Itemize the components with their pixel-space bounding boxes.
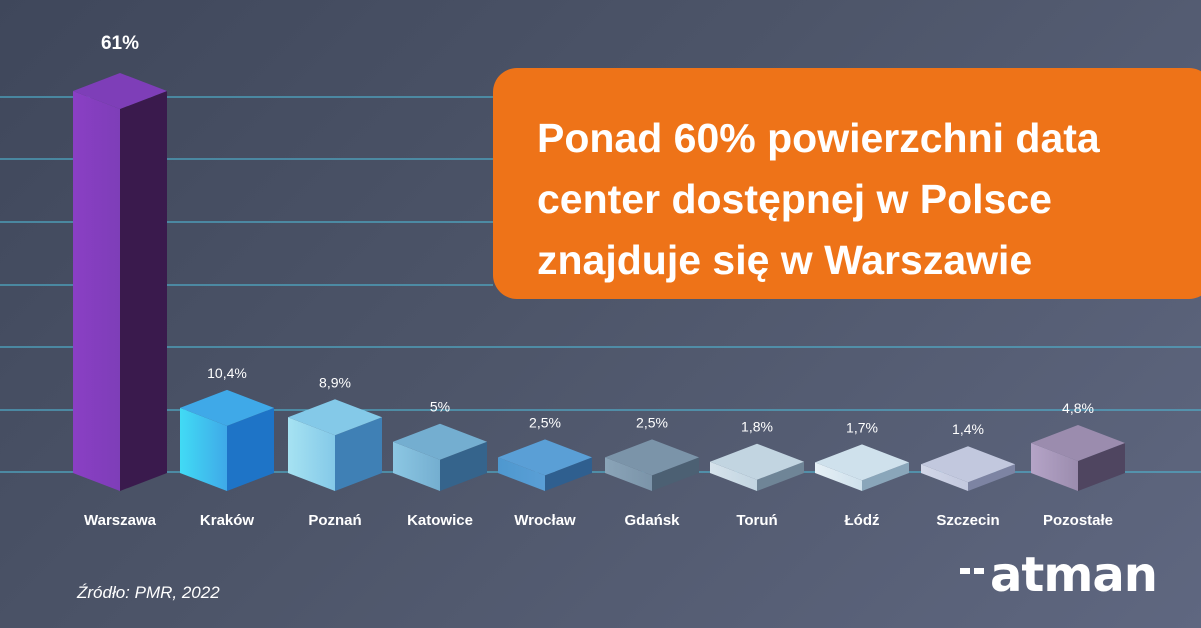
- bar-face-left: [1031, 442, 1078, 491]
- bar-face-top: [921, 446, 1015, 483]
- bar-face-right: [862, 462, 909, 491]
- headline-box: Ponad 60% powierzchni data center dostęp…: [493, 68, 1201, 299]
- bar-face-right: [440, 441, 487, 491]
- bars: 61% Warszawa 10,4% Kraków 8,9% Poznań 5% Katowi…: [73, 33, 1125, 529]
- value-label: 5%: [430, 399, 450, 415]
- category-label: Pozostałe: [1043, 512, 1113, 529]
- bar-face-left: [815, 462, 862, 491]
- bar-face-left: [393, 441, 440, 491]
- bar-face-top: [815, 444, 909, 481]
- bar-face-left: [498, 457, 545, 491]
- category-label: Kraków: [200, 512, 255, 529]
- source-note: Źródło: PMR, 2022: [77, 583, 220, 602]
- bar-face-left: [605, 457, 652, 491]
- category-label: Gdańsk: [624, 512, 680, 529]
- bar-kraków: [180, 389, 274, 491]
- bar-face-top: [710, 443, 804, 480]
- bar-face-top: [288, 399, 382, 436]
- bar-face-right: [545, 457, 592, 491]
- category-label: Wrocław: [514, 512, 576, 529]
- bar-pozostałe: [1031, 424, 1125, 491]
- bar-face-left: [288, 417, 335, 491]
- bar-face-right: [120, 91, 167, 491]
- bar-face-right: [757, 461, 804, 491]
- logo-dash-1: [960, 568, 970, 574]
- value-label: 4,8%: [1062, 400, 1094, 416]
- bar-face-right: [227, 407, 274, 491]
- bar-wrocław: [498, 439, 592, 491]
- value-label: 8,9%: [319, 374, 351, 390]
- value-label: 1,8%: [741, 419, 773, 435]
- headline: Ponad 60% powierzchni data center dostęp…: [537, 108, 1157, 291]
- headline-line-2: center dostępnej w Polsce: [537, 176, 1052, 222]
- atman-logo: atman: [960, 547, 1160, 603]
- value-label: 61%: [101, 33, 139, 54]
- bar-toruń: [710, 443, 804, 491]
- category-label: Szczecin: [936, 512, 999, 529]
- bar-face-top: [1031, 424, 1125, 461]
- bar-face-left: [73, 91, 120, 491]
- value-label: 1,7%: [846, 419, 878, 435]
- bar-szczecin: [921, 446, 1015, 491]
- bar-face-top: [498, 439, 592, 476]
- bar-poznań: [288, 399, 382, 491]
- bar-face-left: [921, 464, 968, 491]
- bar-face-top: [393, 423, 487, 460]
- bar-face-left: [180, 407, 227, 491]
- headline-line-3: znajduje się w Warszawie: [537, 237, 1033, 283]
- bar-face-right: [1078, 442, 1125, 491]
- bar-face-right: [652, 457, 699, 491]
- value-label: 1,4%: [952, 421, 984, 437]
- bar-face-top: [605, 439, 699, 476]
- headline-line-1: Ponad 60% powierzchni data: [537, 115, 1100, 161]
- bar-face-right: [335, 417, 382, 491]
- bar-gdańsk: [605, 439, 699, 491]
- bar-face-left: [710, 461, 757, 491]
- value-label: 2,5%: [636, 414, 668, 430]
- bar-katowice: [393, 423, 487, 491]
- logo-wordmark: atman: [990, 547, 1158, 603]
- bar-łódź: [815, 444, 909, 491]
- bar-warszawa: [73, 73, 167, 491]
- category-label: Łódź: [845, 512, 880, 529]
- bar-face-top: [73, 73, 167, 109]
- category-label: Toruń: [736, 512, 777, 529]
- value-label: 2,5%: [529, 414, 561, 430]
- category-label: Katowice: [407, 512, 473, 529]
- logo-dash-2: [974, 568, 984, 574]
- bar-face-right: [968, 464, 1015, 491]
- category-label: Poznań: [308, 512, 361, 529]
- value-label: 10,4%: [207, 365, 247, 381]
- category-label: Warszawa: [84, 512, 157, 529]
- bar-face-top: [180, 389, 274, 426]
